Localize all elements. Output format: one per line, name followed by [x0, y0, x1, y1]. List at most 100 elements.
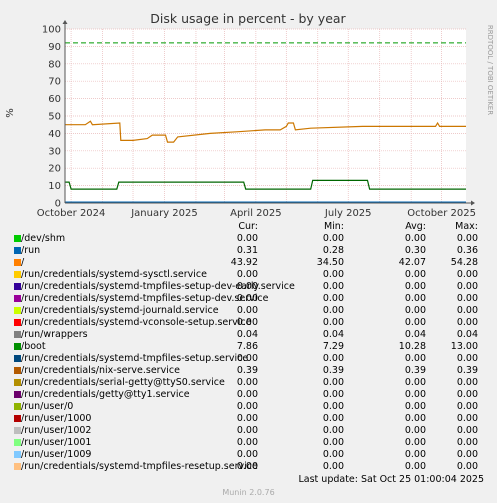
- legend-swatch: [14, 259, 21, 266]
- y-tick-label: 40: [48, 129, 61, 140]
- legend-row: /run/credentials/serial-getty@ttyS0.serv…: [0, 377, 497, 389]
- legend-swatch: [14, 451, 21, 458]
- legend-cur: 0.00: [236, 437, 258, 448]
- legend-avg: 0.00: [404, 317, 426, 328]
- legend-max: 0.00: [456, 437, 478, 448]
- legend-cur: 0.00: [236, 389, 258, 400]
- legend-swatch: [14, 295, 21, 302]
- legend-min: 0.00: [322, 461, 344, 472]
- legend-swatch: [14, 307, 21, 314]
- legend-max: 13.00: [450, 341, 478, 352]
- legend-name: /run/credentials/systemd-sysctl.service: [21, 269, 207, 280]
- legend-avg: 0.00: [404, 389, 426, 400]
- legend-cur: 0.00: [236, 425, 258, 436]
- legend-avg: 10.28: [398, 341, 426, 352]
- legend-min: 0.00: [322, 305, 344, 316]
- y-tick-label: 100: [42, 25, 61, 36]
- legend-swatch: [14, 355, 21, 362]
- legend-avg: 0.39: [404, 365, 426, 376]
- legend-name: /run/credentials/systemd-tmpfiles-resetu…: [21, 461, 258, 472]
- legend-min: 0.00: [322, 317, 344, 328]
- legend-max: 0.00: [456, 305, 478, 316]
- y-tick-label: 0: [55, 199, 61, 210]
- legend-avg: 0.00: [404, 437, 426, 448]
- legend-row: /run/credentials/systemd-tmpfiles-setup-…: [0, 293, 497, 305]
- legend-min: 7.29: [322, 341, 344, 352]
- legend-min: 0.28: [322, 245, 344, 256]
- legend-header-min: Min:: [323, 221, 344, 232]
- legend-cur: 0.00: [236, 281, 258, 292]
- chart-title: Disk usage in percent - by year: [150, 11, 346, 26]
- legend-avg: 0.04: [404, 329, 426, 340]
- legend-swatch: [14, 283, 21, 290]
- legend-row: /run/credentials/nix-serve.service 0.39 0.…: [0, 365, 497, 377]
- legend-swatch: [14, 247, 21, 254]
- y-tick-label: 10: [48, 181, 61, 192]
- legend-max: 0.00: [456, 233, 478, 244]
- legend-row: /run/credentials/systemd-tmpfiles-setup.…: [0, 353, 497, 365]
- legend-avg: 0.00: [404, 449, 426, 460]
- legend-avg: 0.00: [404, 269, 426, 280]
- legend-min: 0.00: [322, 281, 344, 292]
- legend-max: 0.00: [456, 353, 478, 364]
- legend-row: /run/credentials/systemd-tmpfiles-resetu…: [0, 461, 497, 473]
- legend-header-cur: Cur:: [238, 221, 258, 232]
- x-tick-label: October 2025: [407, 208, 476, 219]
- legend-name: /boot: [21, 341, 46, 352]
- legend-avg: 0.00: [404, 425, 426, 436]
- legend-name: /run/credentials/systemd-vconsole-setup.…: [21, 317, 252, 328]
- legend-row: /run/user/1002 0.00 0.00 0.00 0.00: [0, 425, 497, 437]
- legend-name: /run/credentials/getty@tty1.service: [21, 389, 190, 400]
- legend-avg: 0.00: [404, 413, 426, 424]
- legend-name: /run/credentials/systemd-journald.servic…: [21, 305, 219, 316]
- legend-swatch: [14, 271, 21, 278]
- legend-row: /run/user/1000 0.00 0.00 0.00 0.00: [0, 413, 497, 425]
- legend-max: 0.00: [456, 401, 478, 412]
- disk-usage-chart: Disk usage in percent - by year % RRDTOO…: [5, 11, 494, 219]
- legend-min: 0.00: [322, 413, 344, 424]
- legend-max: 0.00: [456, 449, 478, 460]
- legend-max: 0.39: [456, 365, 478, 376]
- y-tick-label: 90: [48, 42, 61, 53]
- legend-avg: 0.00: [404, 281, 426, 292]
- legend-avg: 0.00: [404, 233, 426, 244]
- legend-swatch: [14, 403, 21, 410]
- legend-name: /run/user/1009: [21, 449, 92, 460]
- legend-header-avg: Avg:: [405, 221, 426, 232]
- legend-row: / 43.92 34.50 42.07 54.28: [0, 257, 497, 269]
- legend-min: 0.39: [322, 365, 344, 376]
- legend-cur: 0.00: [236, 269, 258, 280]
- legend-row: /run/credentials/systemd-journald.servic…: [0, 305, 497, 317]
- x-axis-arrow: [471, 200, 475, 206]
- series-lines: [65, 42, 466, 203]
- legend-row: /run/user/0 0.00 0.00 0.00 0.00: [0, 401, 497, 413]
- legend-min: 0.00: [322, 389, 344, 400]
- legend-min: 34.50: [316, 257, 344, 268]
- legend-avg: 0.00: [404, 353, 426, 364]
- legend-max: 0.04: [456, 329, 478, 340]
- y-tick-label: 70: [48, 77, 61, 88]
- legend-cur: 43.92: [230, 257, 258, 268]
- legend-cur: 0.00: [236, 401, 258, 412]
- legend-min: 0.00: [322, 425, 344, 436]
- legend-cur: 0.00: [236, 461, 258, 472]
- legend-cur: 0.31: [236, 245, 258, 256]
- legend-avg: 0.00: [404, 461, 426, 472]
- legend-row: /run 0.31 0.28 0.30 0.36: [0, 245, 497, 257]
- legend-avg: 42.07: [398, 257, 426, 268]
- legend-max: 0.00: [456, 377, 478, 388]
- legend-swatch: [14, 391, 21, 398]
- legend-max: 0.00: [456, 461, 478, 472]
- legend-min: 0.00: [322, 401, 344, 412]
- y-axis-label: %: [5, 108, 16, 118]
- legend-name: /run/credentials/serial-getty@ttyS0.serv…: [21, 377, 225, 388]
- side-watermark: RRDTOOL / TOBI OETIKER: [486, 25, 494, 115]
- legend-avg: 0.30: [404, 245, 426, 256]
- legend-cur: 0.00: [236, 353, 258, 364]
- legend-min: 0.00: [322, 437, 344, 448]
- legend-name: /dev/shm: [21, 233, 66, 244]
- series-line: [65, 179, 466, 190]
- legend-cur: 0.00: [236, 449, 258, 460]
- legend-avg: 0.00: [404, 305, 426, 316]
- legend-max: 0.36: [456, 245, 478, 256]
